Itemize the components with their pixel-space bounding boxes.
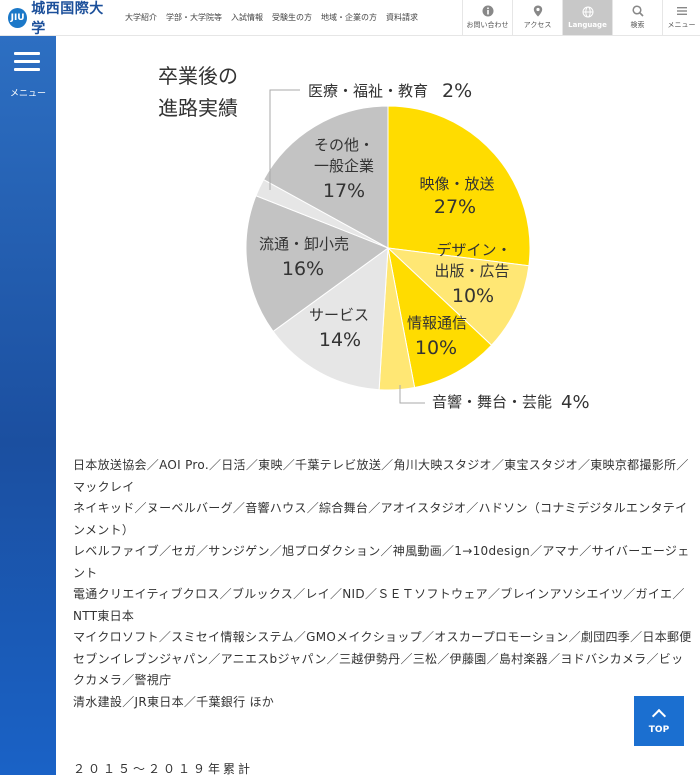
language-button[interactable]: Language <box>562 0 612 35</box>
company-list: 日本放送協会／AOI Pro.／日活／東映／千葉テレビ放送／角川大映スタジオ／東… <box>73 455 693 713</box>
label-joho-pct: 10% <box>415 337 457 359</box>
period-note: ２０１５～２０１９年累計 <box>73 762 254 775</box>
label-iryo-name: 医療・福祉・教育 <box>308 82 428 100</box>
logo-mark: JIU <box>8 7 28 28</box>
chart-title-line: 進路実績 <box>158 96 238 120</box>
nav-item-community[interactable]: 地域・企業の方 <box>321 13 377 22</box>
label-eizo-name: 映像・放送 <box>419 175 494 193</box>
chart-title-line: 卒業後の <box>158 64 238 88</box>
language-label: Language <box>568 21 607 29</box>
label-onkyo-name: 音響・舞台・芸能 <box>432 393 552 411</box>
pie-slice-0 <box>387 105 531 267</box>
map-pin-icon <box>533 5 542 17</box>
info-icon <box>482 5 493 17</box>
leader-line-iryo <box>269 89 300 190</box>
nav-item-brochure[interactable]: 資料請求 <box>386 13 418 22</box>
career-pie-chart: 映像・放送 27% デザイン・ 出版・広告 10% 情報通信 10% 音響・舞台… <box>245 80 590 413</box>
contact-button[interactable]: お問い合わせ <box>462 0 512 35</box>
search-icon <box>631 5 644 17</box>
sidebar-menu-label[interactable]: メニュー <box>9 89 46 99</box>
search-label: 検索 <box>630 21 645 29</box>
site-logo[interactable]: JIU 城西国際大学 <box>0 0 115 37</box>
label-ryutsu-name: 流通・卸小売 <box>259 235 349 253</box>
back-to-top-label: TOP <box>648 725 670 735</box>
nav-item-admissions[interactable]: 入試情報 <box>231 13 263 22</box>
header-menu-button[interactable]: メニュー <box>662 0 700 35</box>
chart-title: 卒業後の 進路実績 <box>158 60 238 124</box>
company-line: ネイキッド／ヌーベルバーグ／音響ハウス／綜合舞台／アオイスタジオ／ハドソン（コナ… <box>73 501 688 537</box>
label-design-name-2: 出版・広告 <box>434 262 509 280</box>
pie-slice-1 <box>386 247 530 346</box>
label-service-name: サービス <box>309 306 369 324</box>
company-line: レベルファイブ／セガ／サンジゲン／旭プロダクション／神風動画／1→10desig… <box>73 544 690 580</box>
nav-item-about[interactable]: 大学紹介 <box>125 13 157 22</box>
hamburger-icon[interactable] <box>14 52 40 72</box>
company-line: セブンイレブンジャパン／アニエスbジャパン／三越伊勢丹／三松／伊藤園／島村楽器／… <box>73 651 684 688</box>
chevron-up-icon <box>651 708 667 724</box>
label-service-pct: 14% <box>319 329 361 351</box>
label-eizo-pct: 27% <box>434 196 476 218</box>
nav-item-faculties[interactable]: 学部・大学院等 <box>166 13 222 22</box>
label-joho-name: 情報通信 <box>407 314 467 332</box>
access-label: アクセス <box>523 21 552 29</box>
globe-icon <box>582 6 593 18</box>
company-line: マイクロソフト／スミセイ情報システム／GMOメイクショップ／オスカープロモーショ… <box>73 630 692 644</box>
logo-text: 城西国際大学 <box>31 0 104 37</box>
label-onkyo-pct: 4% <box>561 392 590 413</box>
company-line: 日本放送協会／AOI Pro.／日活／東映／千葉テレビ放送／角川大映スタジオ／東… <box>73 458 689 494</box>
label-sonota-name-1: その他・ <box>314 136 374 154</box>
label-design-pct: 10% <box>452 285 494 307</box>
access-button[interactable]: アクセス <box>512 0 562 35</box>
pie-slice-2 <box>387 246 493 389</box>
back-to-top-button[interactable]: TOP <box>634 696 684 746</box>
label-sonota-pct: 17% <box>323 180 365 202</box>
nav-item-applicants[interactable]: 受験生の方 <box>272 13 312 22</box>
menu-icon <box>676 7 687 15</box>
search-button[interactable]: 検索 <box>612 0 662 35</box>
header-menu-label: メニュー <box>667 21 696 29</box>
company-line: 電通クリエイティブクロス／ブルックス／レイ／NID／ＳＥＴソフトウェア／ブレイン… <box>73 587 685 623</box>
label-sonota-name-2: 一般企業 <box>314 157 374 175</box>
global-nav: 大学紹介 学部・大学院等 入試情報 受験生の方 地域・企業の方 資料請求 <box>115 0 462 35</box>
pie-slice-4 <box>272 246 389 391</box>
sidebar: メニュー <box>0 36 56 775</box>
company-line: 清水建設／JR東日本／千葉銀行 ほか <box>73 694 275 709</box>
label-design-name-1: デザイン・ <box>436 241 511 259</box>
utility-nav: お問い合わせ アクセス Language 検索 メニュー <box>462 0 700 35</box>
label-ryutsu-pct: 16% <box>282 258 324 280</box>
leader-line-onkyo <box>399 385 425 404</box>
contact-label: お問い合わせ <box>466 21 509 29</box>
label-iryo-pct: 2% <box>442 80 472 102</box>
pie-slice-5 <box>245 195 390 333</box>
site-header: JIU 城西国際大学 大学紹介 学部・大学院等 入試情報 受験生の方 地域・企業… <box>0 0 700 37</box>
